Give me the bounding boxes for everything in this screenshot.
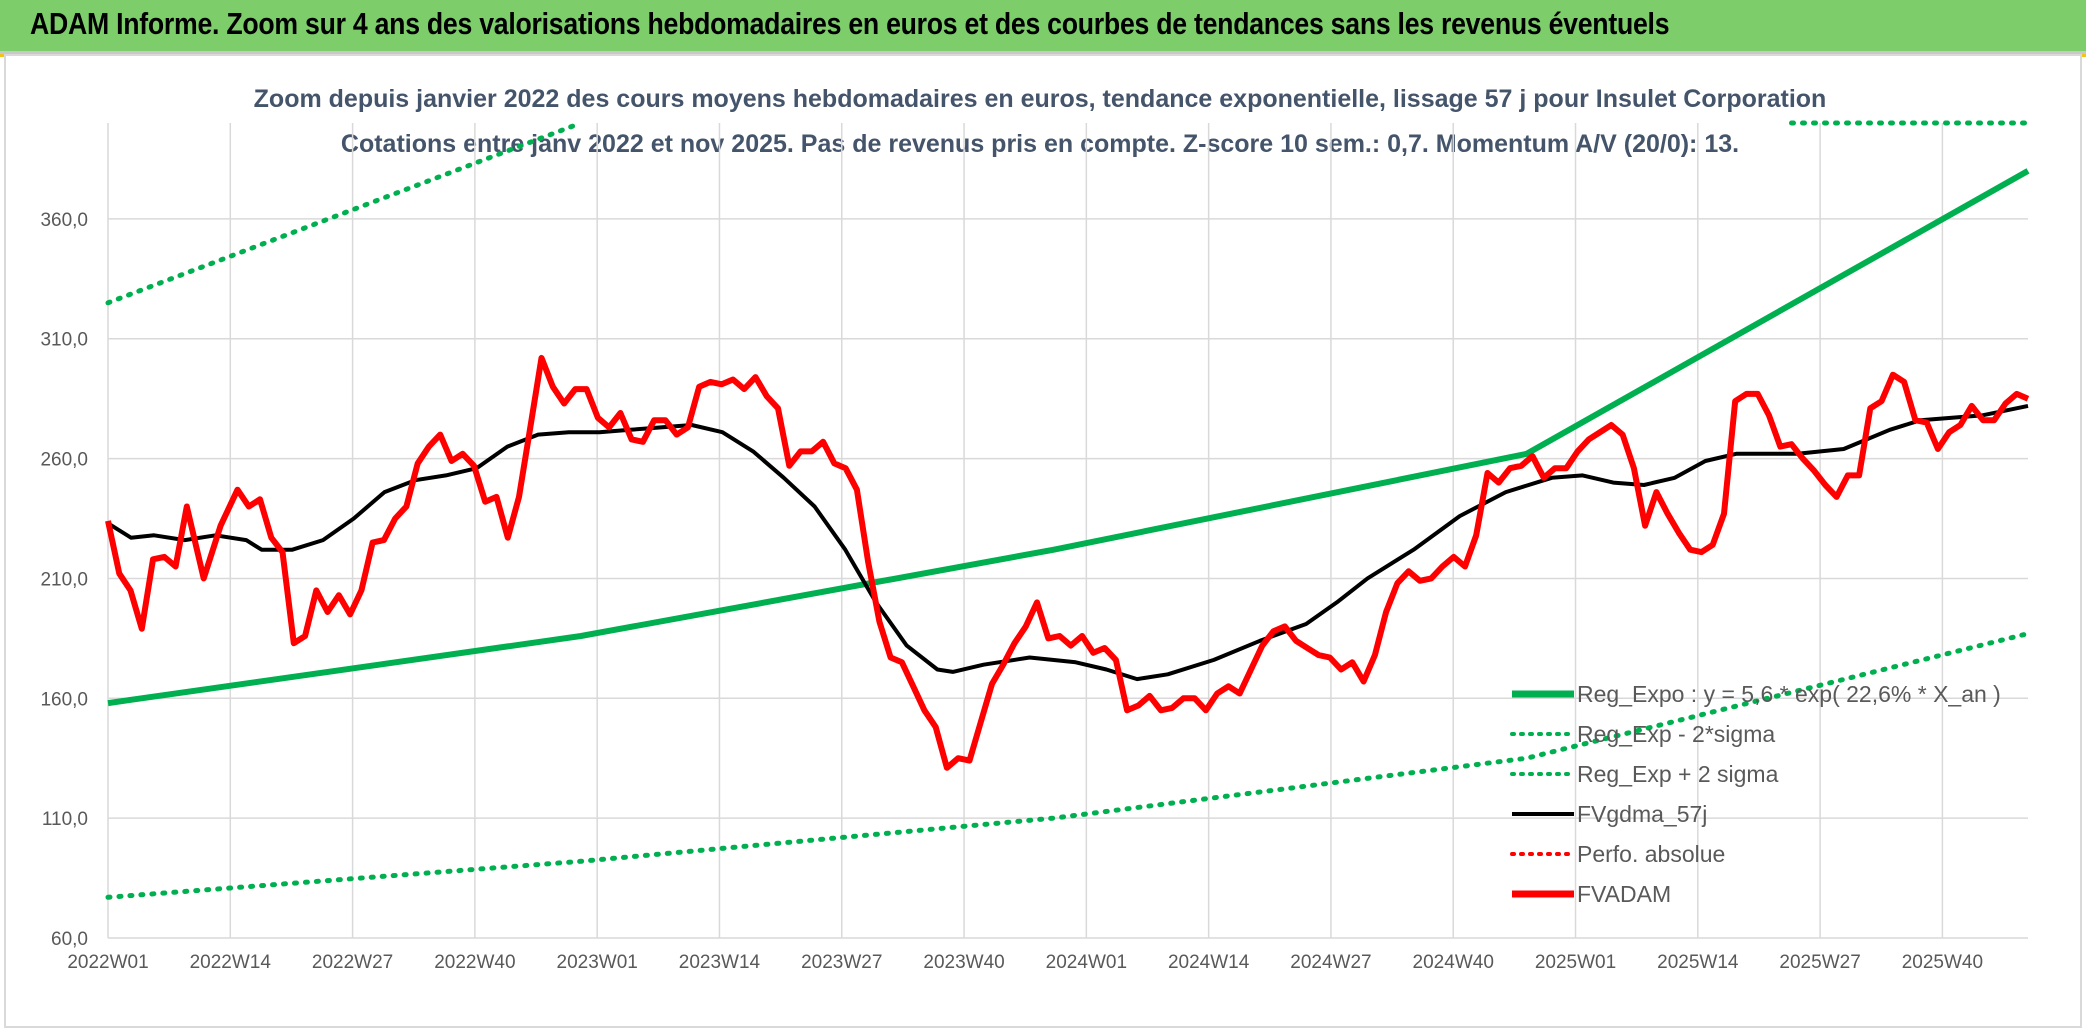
x-tick-label: 2023W01 xyxy=(557,952,638,973)
legend-label: FVgdma_57j xyxy=(1577,801,1707,827)
y-axis: 60,0 110,0 160,0 210,0 260,0 310,0 360,0 xyxy=(40,210,88,950)
x-tick-label: 2022W01 xyxy=(67,952,148,973)
legend: Reg_Expo : y = 5,6 * exp( 22,6% * X_an )… xyxy=(1512,681,2001,907)
x-tick-label: 2023W27 xyxy=(801,952,882,973)
x-axis: 2022W01 2022W14 2022W27 2022W40 2023W01 2023W… xyxy=(67,952,1983,973)
y-tick-label: 160,0 xyxy=(40,689,88,710)
x-tick-label: 2022W14 xyxy=(190,952,272,973)
x-tick-label: 2025W40 xyxy=(1902,952,1983,973)
x-tick-label: 2023W40 xyxy=(923,952,1004,973)
y-tick-label: 360,0 xyxy=(40,210,88,231)
y-tick-label: 310,0 xyxy=(40,330,88,351)
x-tick-label: 2023W14 xyxy=(679,952,761,973)
legend-label: Reg_Exp - 2*sigma xyxy=(1577,721,1775,747)
x-tick-label: 2024W14 xyxy=(1168,952,1250,973)
series-fvgdma-line xyxy=(108,406,2028,679)
legend-label: Perfo. absolue xyxy=(1577,841,1725,867)
x-tick-label: 2024W40 xyxy=(1413,952,1494,973)
x-tick-label: 2022W27 xyxy=(312,952,393,973)
x-tick-label: 2024W27 xyxy=(1290,952,1371,973)
y-tick-label: 210,0 xyxy=(40,569,88,590)
grid xyxy=(108,123,2028,938)
x-tick-label: 2025W14 xyxy=(1657,952,1739,973)
series-reg-expo-line xyxy=(108,171,2028,703)
y-tick-label: 260,0 xyxy=(40,450,88,471)
y-tick-label: 110,0 xyxy=(42,809,88,830)
x-tick-label: 2025W27 xyxy=(1779,952,1860,973)
y-tick-label: 60,0 xyxy=(51,929,88,950)
x-tick-label: 2025W01 xyxy=(1535,952,1616,973)
legend-label: Reg_Exp + 2 sigma xyxy=(1577,761,1779,787)
legend-label: FVADAM xyxy=(1577,881,1671,907)
chart-subtitle-1: Zoom depuis janvier 2022 des cours moyen… xyxy=(254,85,1827,113)
x-tick-label: 2024W01 xyxy=(1046,952,1127,973)
legend-label: Reg_Expo : y = 5,6 * exp( 22,6% * X_an ) xyxy=(1577,681,2001,707)
x-tick-label: 2022W40 xyxy=(434,952,515,973)
